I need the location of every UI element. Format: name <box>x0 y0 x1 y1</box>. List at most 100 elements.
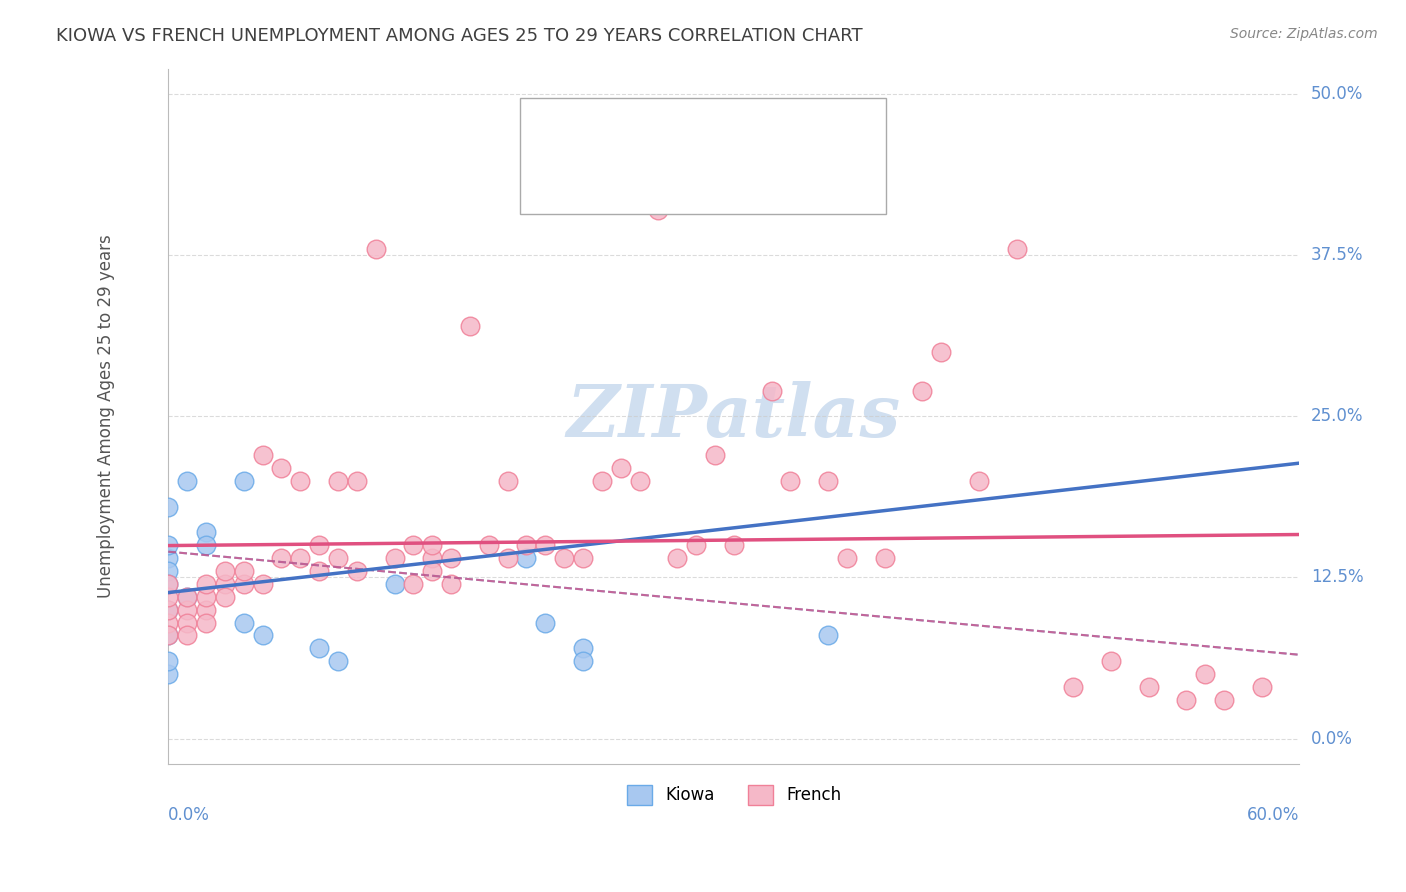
Point <box>704 448 727 462</box>
Text: 0.0%: 0.0% <box>1310 730 1353 747</box>
Point <box>176 474 198 488</box>
Point <box>572 641 595 656</box>
Point <box>308 641 330 656</box>
Point <box>515 551 537 566</box>
Point <box>440 577 463 591</box>
Point <box>440 551 463 566</box>
Point <box>1194 667 1216 681</box>
Point <box>346 564 368 578</box>
Text: 0.0%: 0.0% <box>169 806 209 824</box>
Point <box>176 590 198 604</box>
Text: 25.0%: 25.0% <box>1310 408 1364 425</box>
Text: ZIPatlas: ZIPatlas <box>567 381 901 452</box>
Point <box>1062 680 1084 694</box>
Point <box>723 126 745 140</box>
Point <box>232 564 254 578</box>
Point <box>420 551 443 566</box>
Text: KIOWA VS FRENCH UNEMPLOYMENT AMONG AGES 25 TO 29 YEARS CORRELATION CHART: KIOWA VS FRENCH UNEMPLOYMENT AMONG AGES … <box>56 27 863 45</box>
Point <box>308 564 330 578</box>
Point <box>176 628 198 642</box>
Point <box>534 615 557 630</box>
Point <box>326 474 349 488</box>
Point <box>195 615 218 630</box>
Point <box>157 538 180 552</box>
Point <box>458 319 481 334</box>
Point <box>326 654 349 668</box>
Point <box>195 538 218 552</box>
Point <box>157 577 180 591</box>
Point <box>346 474 368 488</box>
Point <box>1250 680 1272 694</box>
Point <box>195 602 218 616</box>
Point <box>817 474 839 488</box>
Point <box>195 590 218 604</box>
Legend: Kiowa, French: Kiowa, French <box>620 778 848 812</box>
Point <box>572 551 595 566</box>
Point <box>232 615 254 630</box>
Point <box>157 577 180 591</box>
Point <box>685 538 707 552</box>
Point <box>1099 654 1122 668</box>
Point <box>420 538 443 552</box>
Point <box>647 203 669 218</box>
Point <box>252 577 274 591</box>
Point <box>384 577 406 591</box>
Point <box>214 577 236 591</box>
Point <box>157 590 180 604</box>
Point <box>157 615 180 630</box>
Point <box>761 384 783 398</box>
Point <box>364 242 387 256</box>
Point <box>252 448 274 462</box>
Point <box>723 538 745 552</box>
Point <box>402 577 425 591</box>
Point <box>214 564 236 578</box>
Text: Unemployment Among Ages 25 to 29 years: Unemployment Among Ages 25 to 29 years <box>97 235 115 599</box>
Point <box>402 538 425 552</box>
Point <box>232 577 254 591</box>
Point <box>157 564 180 578</box>
Point <box>270 551 292 566</box>
Text: R =  -0.059   N = 25: R = -0.059 N = 25 <box>593 120 793 138</box>
Point <box>609 461 631 475</box>
Text: 50.0%: 50.0% <box>1310 86 1362 103</box>
Text: Source: ZipAtlas.com: Source: ZipAtlas.com <box>1230 27 1378 41</box>
Point <box>176 590 198 604</box>
Point <box>534 538 557 552</box>
Point <box>290 551 312 566</box>
Point <box>1175 693 1198 707</box>
Point <box>252 628 274 642</box>
Point <box>628 474 651 488</box>
Point <box>326 551 349 566</box>
Point <box>157 500 180 514</box>
Point <box>1213 693 1236 707</box>
Point <box>929 345 952 359</box>
Point <box>384 551 406 566</box>
Point <box>911 384 934 398</box>
Point <box>873 551 896 566</box>
Text: R =  0.632   N = 71: R = 0.632 N = 71 <box>593 153 783 171</box>
Text: 37.5%: 37.5% <box>1310 246 1364 264</box>
Point <box>157 667 180 681</box>
Point <box>157 628 180 642</box>
Point <box>817 628 839 642</box>
Point <box>591 474 613 488</box>
Point <box>835 551 858 566</box>
Point <box>1005 242 1028 256</box>
Point <box>308 538 330 552</box>
Point <box>176 602 198 616</box>
Point <box>478 538 501 552</box>
Point <box>176 615 198 630</box>
Point <box>195 525 218 540</box>
Point <box>553 551 575 566</box>
Text: 60.0%: 60.0% <box>1247 806 1299 824</box>
Point <box>270 461 292 475</box>
Point <box>157 602 180 616</box>
Point <box>420 564 443 578</box>
Point <box>232 474 254 488</box>
Point <box>779 474 801 488</box>
Point <box>157 628 180 642</box>
Point <box>290 474 312 488</box>
Point <box>572 654 595 668</box>
Point <box>195 577 218 591</box>
Point <box>967 474 990 488</box>
